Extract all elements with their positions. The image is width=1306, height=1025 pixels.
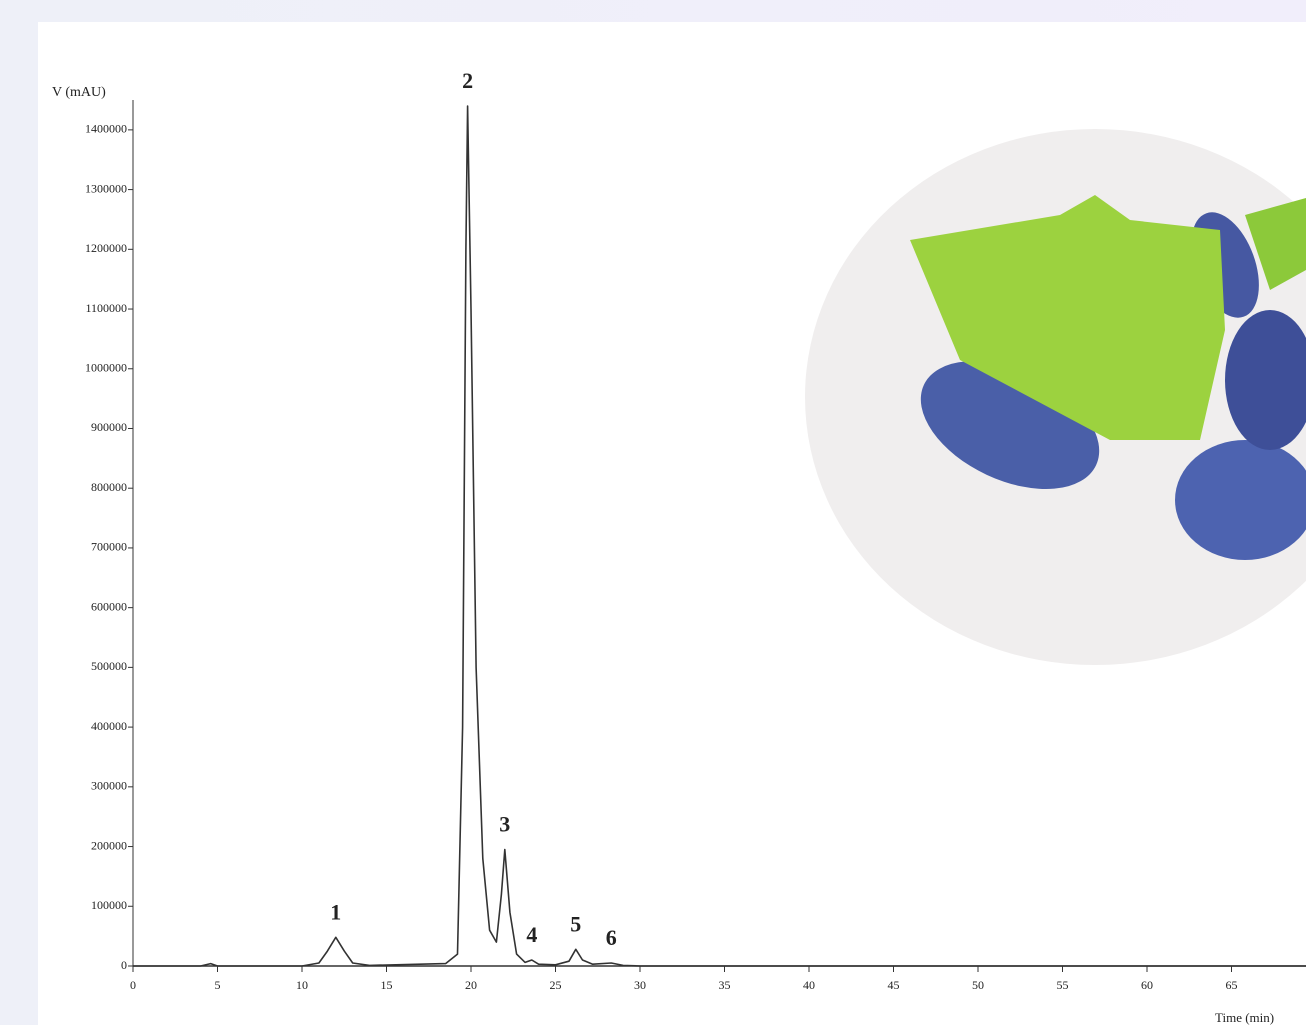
y-tick-label: 100000 [91,898,127,912]
y-tick-label: 500000 [91,659,127,673]
y-tick-label: 300000 [91,779,127,793]
peak-label: 3 [499,812,510,837]
y-tick-label: 1000000 [85,361,127,375]
y-tick-label: 0 [121,958,127,972]
y-tick-label: 1200000 [85,241,127,255]
y-tick-label: 1300000 [85,181,127,195]
x-tick-label: 55 [1057,978,1069,992]
peak-label: 6 [606,925,617,950]
peak-label: 5 [570,911,581,936]
x-tick-label: 5 [215,978,221,992]
x-tick-label: 10 [296,978,308,992]
photo [805,129,1306,665]
y-tick-label: 600000 [91,599,127,613]
chromatogram-line [133,105,1306,967]
y-tick-label: 200000 [91,838,127,852]
y-tick-label: 900000 [91,420,127,434]
x-axis-label: Time (min) [1215,1010,1274,1025]
x-tick-label: 40 [803,978,815,992]
x-tick-label: 50 [972,978,984,992]
peak-label: 4 [526,922,537,947]
y-tick-label: 700000 [91,540,127,554]
x-tick-label: 35 [719,978,731,992]
y-tick-label: 800000 [91,480,127,494]
peak-label: 2 [462,68,473,93]
x-tick-label: 20 [465,978,477,992]
x-tick-label: 25 [550,978,562,992]
y-axis-label: V (mAU) [52,85,106,100]
x-tick-label: 0 [130,978,136,992]
y-tick-label: 1100000 [85,301,127,315]
x-tick-label: 45 [888,978,900,992]
y-tick-label: 400000 [91,719,127,733]
x-tick-label: 65 [1226,978,1238,992]
peak-label: 1 [330,899,341,924]
x-tick-label: 15 [381,978,393,992]
y-tick-label: 1400000 [85,122,127,136]
x-tick-label: 60 [1141,978,1153,992]
x-tick-label: 30 [634,978,646,992]
